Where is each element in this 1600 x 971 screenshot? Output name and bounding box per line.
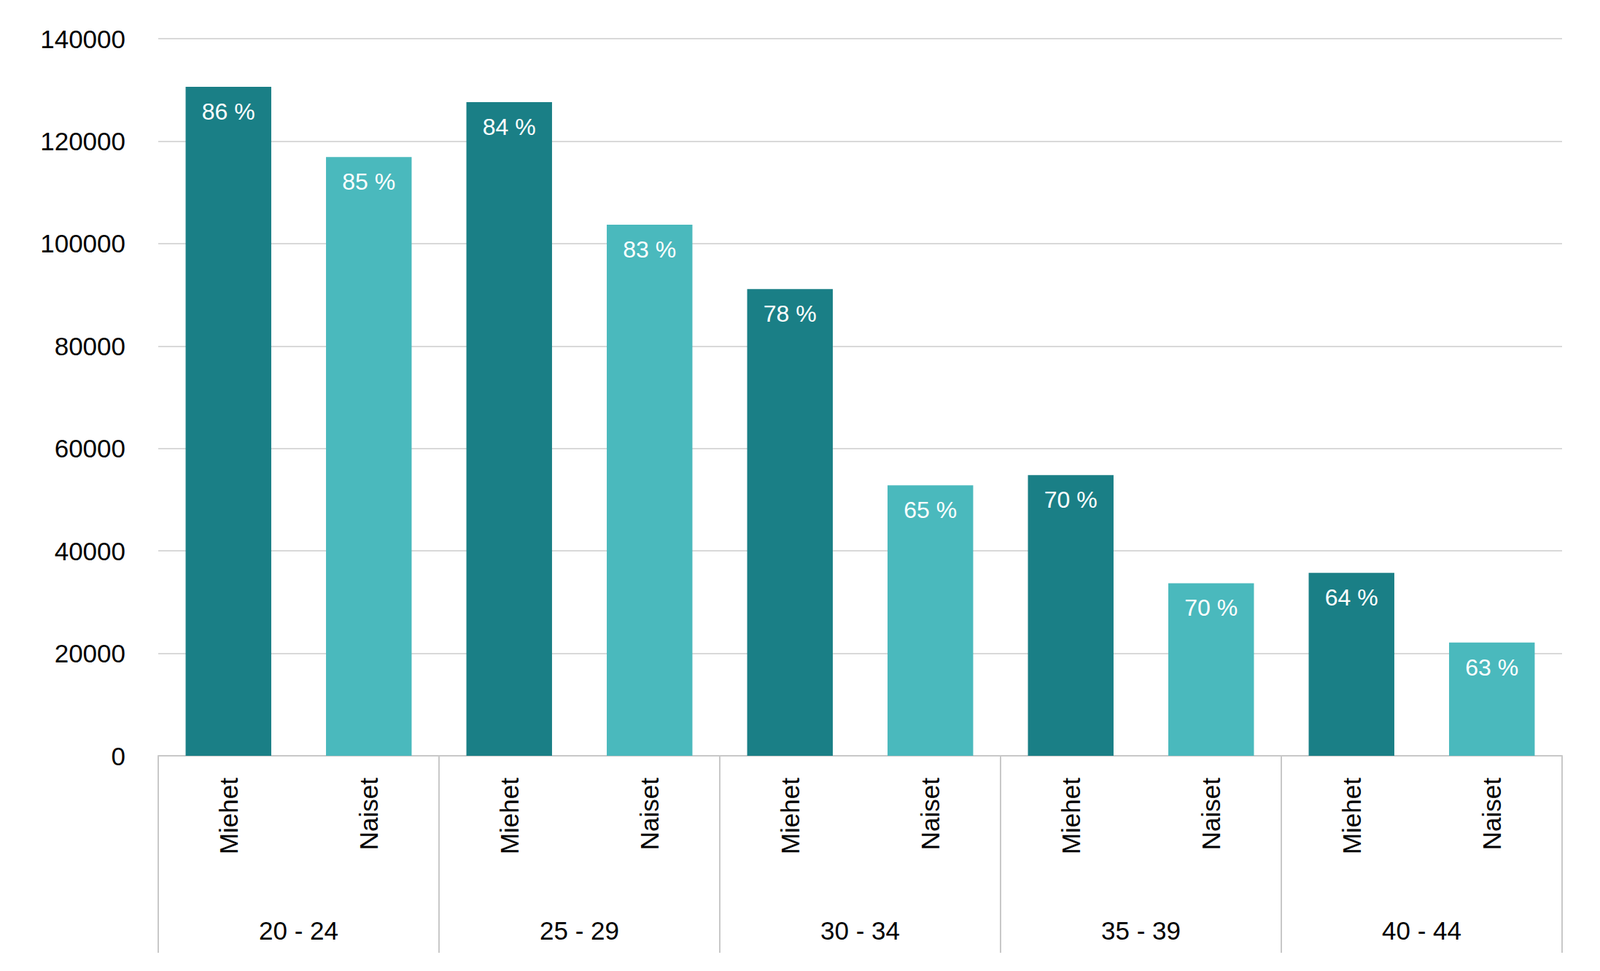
svg-text:25 - 29: 25 - 29	[539, 915, 620, 945]
svg-text:70 %: 70 %	[1044, 486, 1098, 513]
svg-text:Naiset: Naiset	[1196, 777, 1226, 850]
svg-text:84 %: 84 %	[482, 113, 537, 141]
svg-text:20 - 24: 20 - 24	[258, 915, 339, 945]
svg-text:80000: 80000	[54, 331, 126, 361]
svg-text:Naiset: Naiset	[354, 777, 383, 850]
svg-text:Miehet: Miehet	[1056, 777, 1086, 854]
svg-text:63 %: 63 %	[1465, 654, 1519, 681]
svg-text:64 %: 64 %	[1325, 584, 1379, 611]
svg-text:86 %: 86 %	[202, 98, 256, 125]
svg-text:20000: 20000	[54, 638, 126, 668]
svg-text:Naiset: Naiset	[1477, 777, 1506, 850]
svg-text:Miehet: Miehet	[214, 777, 243, 854]
svg-text:60000: 60000	[54, 433, 126, 463]
svg-text:35 - 39: 35 - 39	[1101, 915, 1181, 945]
svg-text:30 - 34: 30 - 34	[820, 915, 900, 945]
svg-text:Miehet: Miehet	[775, 777, 805, 854]
svg-text:140000: 140000	[40, 24, 126, 54]
svg-text:65 %: 65 %	[903, 496, 957, 523]
svg-text:100000: 100000	[40, 228, 126, 258]
svg-text:120000: 120000	[40, 126, 126, 156]
svg-text:Naiset: Naiset	[635, 777, 664, 850]
svg-text:0: 0	[111, 741, 126, 771]
svg-text:40 - 44: 40 - 44	[1381, 915, 1462, 945]
svg-text:Miehet: Miehet	[495, 777, 524, 854]
svg-text:70 %: 70 %	[1184, 594, 1238, 621]
svg-text:83 %: 83 %	[622, 236, 677, 263]
svg-text:Miehet: Miehet	[1337, 777, 1366, 854]
svg-text:85 %: 85 %	[342, 168, 396, 195]
svg-text:78 %: 78 %	[763, 300, 817, 327]
svg-text:Naiset: Naiset	[915, 777, 945, 850]
svg-text:40000: 40000	[54, 536, 126, 566]
